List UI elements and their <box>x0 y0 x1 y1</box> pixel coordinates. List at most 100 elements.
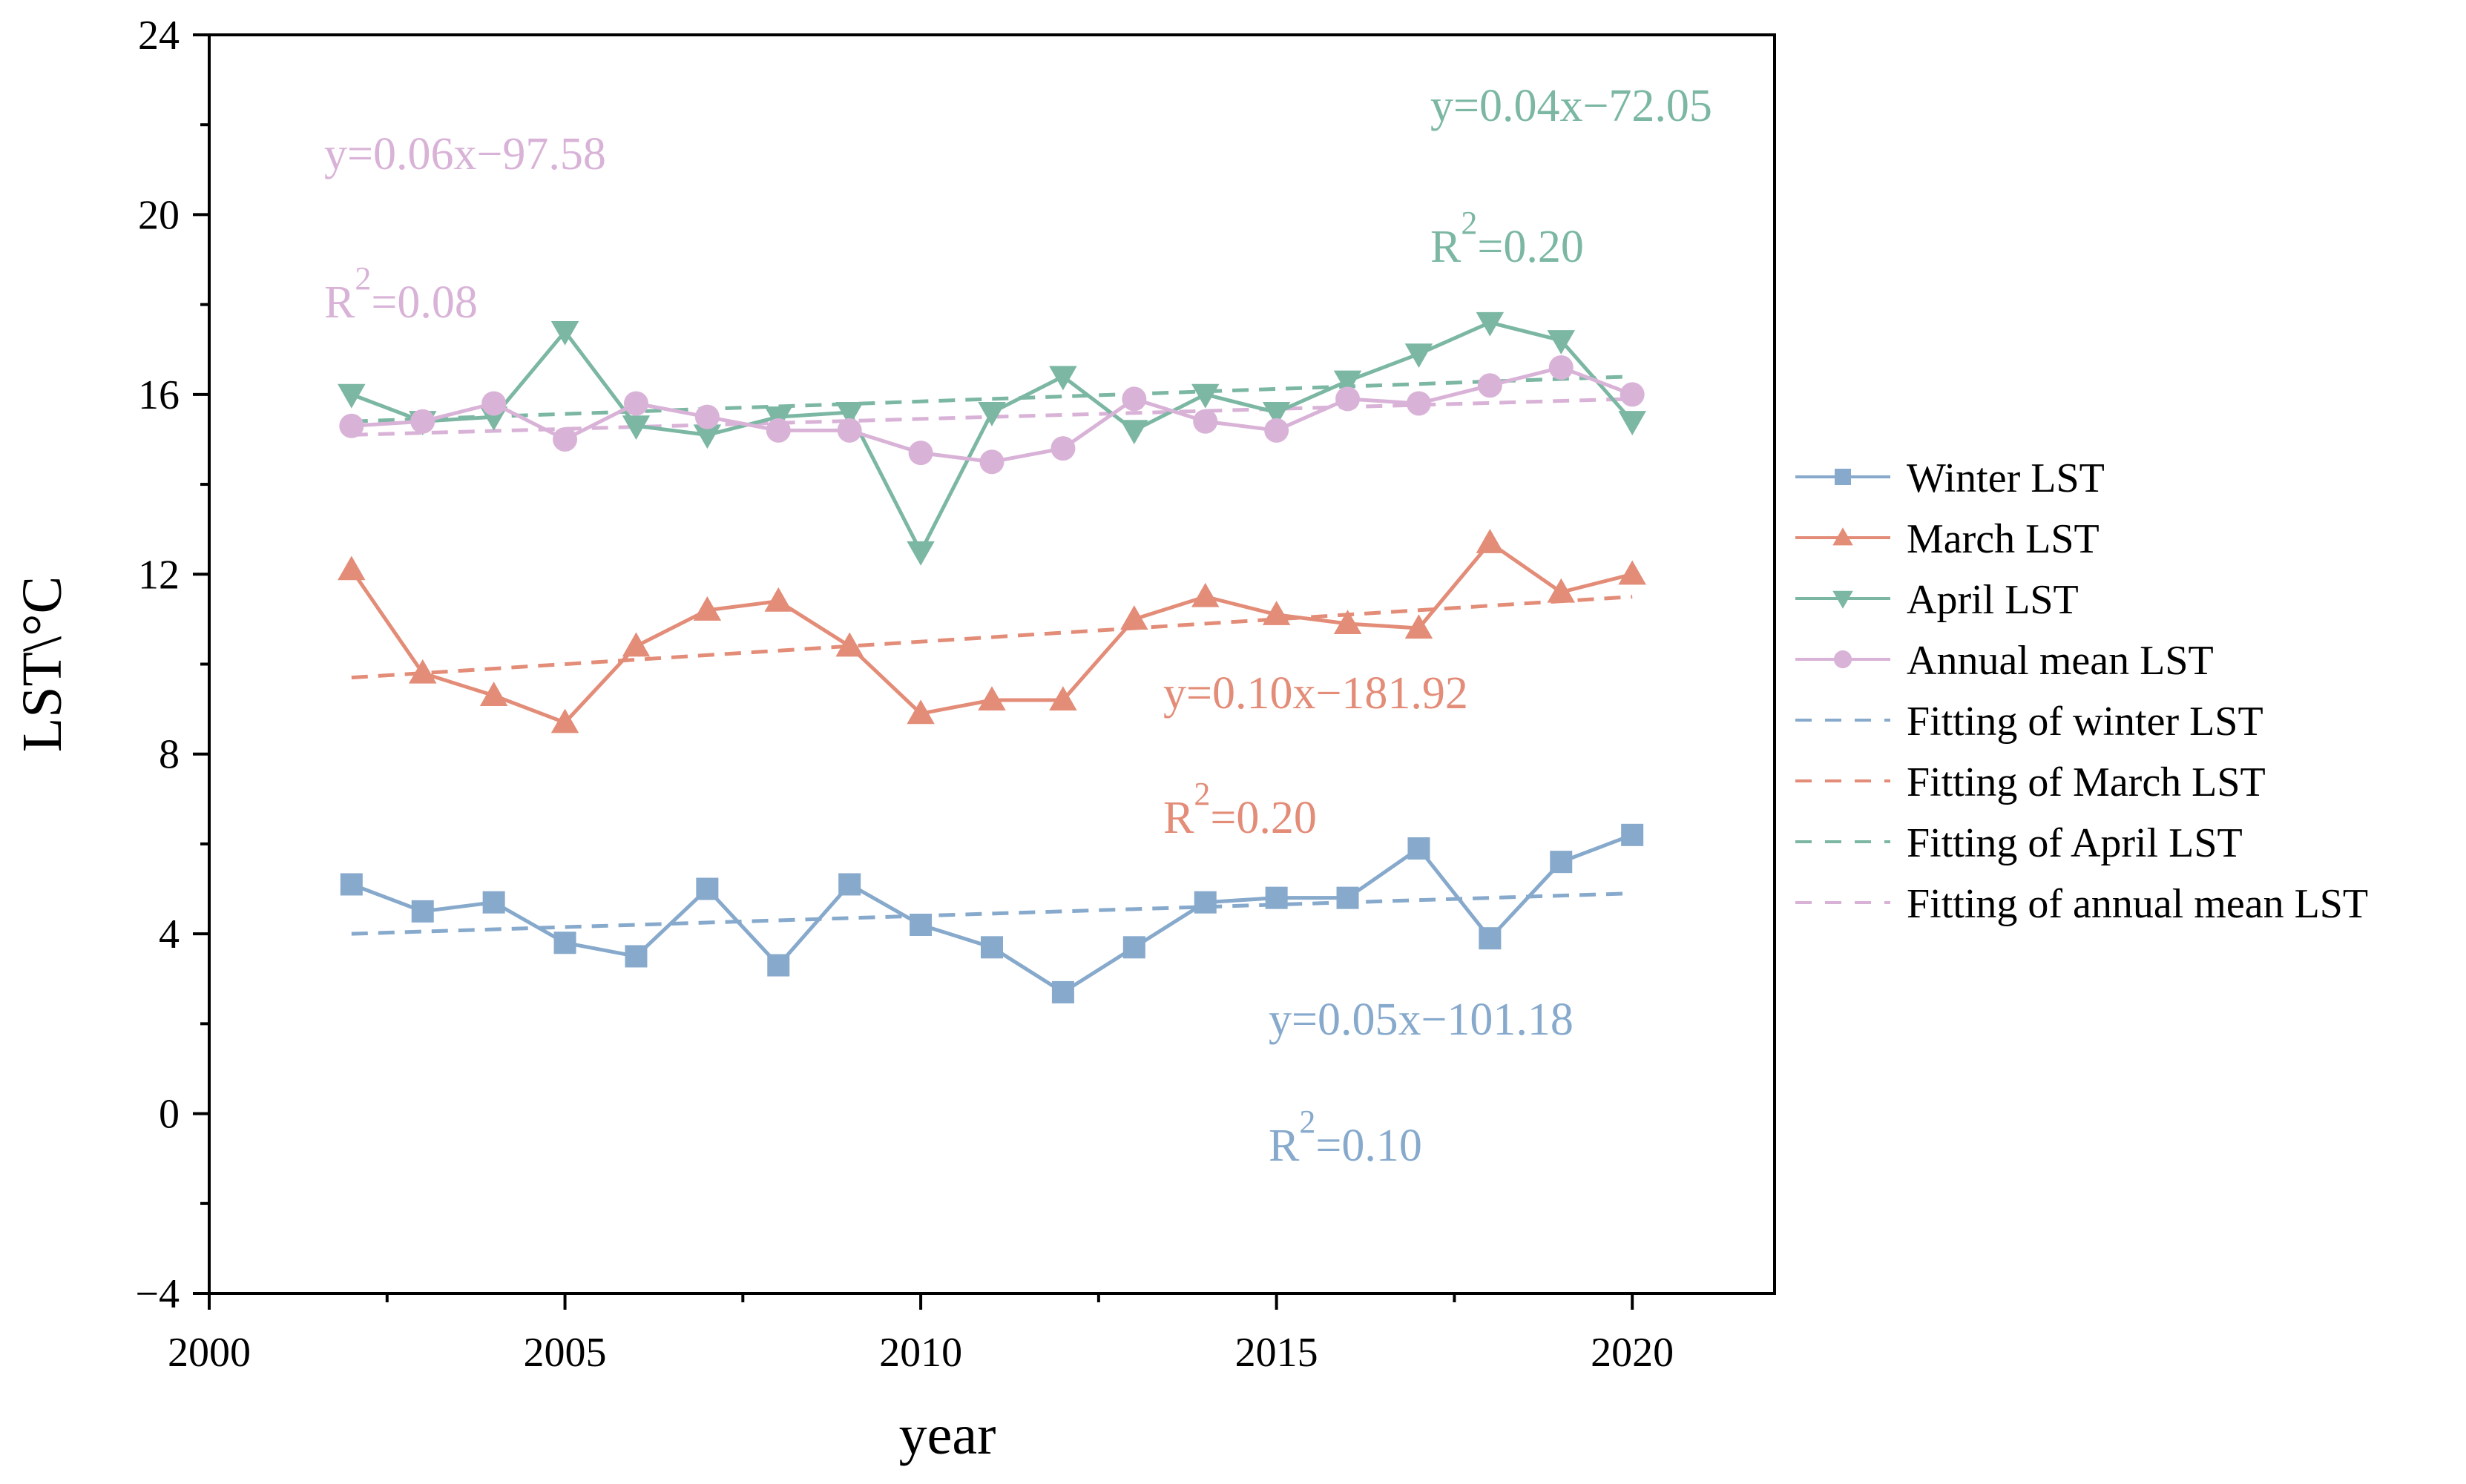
y-tick-label: 24 <box>138 13 180 59</box>
data-point <box>1336 886 1359 909</box>
data-point <box>1621 823 1644 846</box>
data-point <box>481 391 507 416</box>
data-point <box>622 415 651 441</box>
data-point <box>1618 560 1646 585</box>
data-point <box>1476 311 1505 337</box>
data-point <box>1049 686 1077 711</box>
fit-r-squared: R2=0.10 <box>1269 1104 1422 1171</box>
data-point <box>553 426 578 452</box>
fit-r-squared: R2=0.08 <box>324 260 478 328</box>
data-point <box>1120 420 1148 445</box>
data-point <box>910 914 933 937</box>
data-point <box>550 320 579 346</box>
data-point <box>622 632 651 657</box>
data-point <box>1406 391 1431 416</box>
legend-marker <box>1835 469 1851 485</box>
legend-item-fit-1: Fitting of March LST <box>1795 759 2266 805</box>
data-series <box>338 311 1646 1003</box>
data-point <box>1050 436 1076 461</box>
x-axis-title: year <box>899 1404 996 1466</box>
x-tick-label: 2000 <box>168 1330 251 1376</box>
legend: Winter LST March LST April LST Annual mean … <box>1795 455 2368 927</box>
data-point <box>1122 386 1147 412</box>
data-point <box>1193 409 1218 434</box>
data-point <box>1265 886 1288 909</box>
data-point <box>1620 382 1645 407</box>
r2-superscript: 2 <box>1194 776 1210 812</box>
data-point <box>1479 927 1502 950</box>
data-point <box>979 449 1005 475</box>
y-tick-label: 16 <box>138 372 180 418</box>
data-point <box>339 413 364 438</box>
data-point <box>1476 529 1505 553</box>
legend-item-fit-3: Fitting of annual mean LST <box>1795 881 2368 927</box>
r2-value: =0.10 <box>1315 1121 1421 1171</box>
x-tick-label: 2020 <box>1591 1330 1674 1376</box>
fit-line-1 <box>351 595 1633 680</box>
legend-item-fit-2: Fitting of April LST <box>1795 820 2243 866</box>
data-point <box>1404 343 1433 369</box>
data-point <box>835 402 864 426</box>
series-march-lst <box>338 529 1646 733</box>
data-point <box>340 873 363 896</box>
fit-annotations: y=0.05x−101.18R2=0.10y=0.10x−181.92R2=0.… <box>324 81 1712 1171</box>
data-point <box>338 383 366 409</box>
y-axis-title: LST\°C <box>11 576 73 752</box>
data-point <box>1049 366 1077 391</box>
series-line <box>350 833 1634 995</box>
legend-item-winter-lst: Winter LST <box>1795 455 2105 501</box>
r2-superscript: 2 <box>1461 205 1477 241</box>
data-point <box>408 659 437 684</box>
legend-label: Fitting of winter LST <box>1907 699 2263 745</box>
series-april-lst <box>338 311 1646 566</box>
legend-item-annual-mean-lst: Annual mean LST <box>1795 638 2214 684</box>
data-point <box>978 402 1006 426</box>
data-point <box>1191 582 1220 607</box>
data-point <box>981 936 1003 959</box>
data-point <box>1335 386 1361 412</box>
data-point <box>694 404 720 429</box>
data-point <box>1051 980 1074 1003</box>
x-tick-label: 2015 <box>1235 1330 1318 1376</box>
data-point <box>410 409 435 434</box>
data-point <box>907 541 935 566</box>
legend-item-march-lst: March LST <box>1795 516 2100 562</box>
data-point <box>1120 605 1148 630</box>
data-point <box>1262 402 1291 426</box>
r2-base: R <box>1163 793 1194 843</box>
r2-superscript: 2 <box>355 260 371 297</box>
data-point <box>1548 354 1574 380</box>
y-tick-label: 8 <box>159 732 180 778</box>
y-tick-label: −4 <box>135 1271 180 1317</box>
data-point <box>766 418 791 443</box>
legend-item-fit-0: Fitting of winter LST <box>1795 699 2263 745</box>
data-point <box>1194 891 1217 914</box>
data-point <box>1618 411 1646 435</box>
data-point <box>1262 601 1291 625</box>
data-point <box>1404 614 1433 639</box>
r2-base: R <box>1430 222 1461 272</box>
data-point <box>837 418 862 443</box>
legend-label: Winter LST <box>1907 455 2105 501</box>
data-point <box>482 891 505 914</box>
data-point <box>1191 383 1220 409</box>
data-point <box>411 900 434 923</box>
r2-superscript: 2 <box>1299 1104 1315 1140</box>
data-point <box>1333 370 1362 395</box>
fit-equation: y=0.06x−97.58 <box>324 129 606 179</box>
legend-marker <box>1832 527 1853 546</box>
data-point <box>1547 578 1576 603</box>
data-point <box>623 391 648 416</box>
series-winter-lst <box>340 823 1644 1003</box>
r2-base: R <box>324 277 355 328</box>
data-point <box>907 699 935 725</box>
data-point <box>625 945 648 968</box>
data-point <box>1477 373 1502 398</box>
data-point <box>764 587 793 612</box>
legend-marker <box>1833 650 1852 669</box>
x-tick-label: 2010 <box>879 1330 962 1376</box>
legend-label: Fitting of annual mean LST <box>1907 881 2368 927</box>
series-line <box>350 320 1634 556</box>
fit-r-squared: R2=0.20 <box>1430 205 1584 272</box>
